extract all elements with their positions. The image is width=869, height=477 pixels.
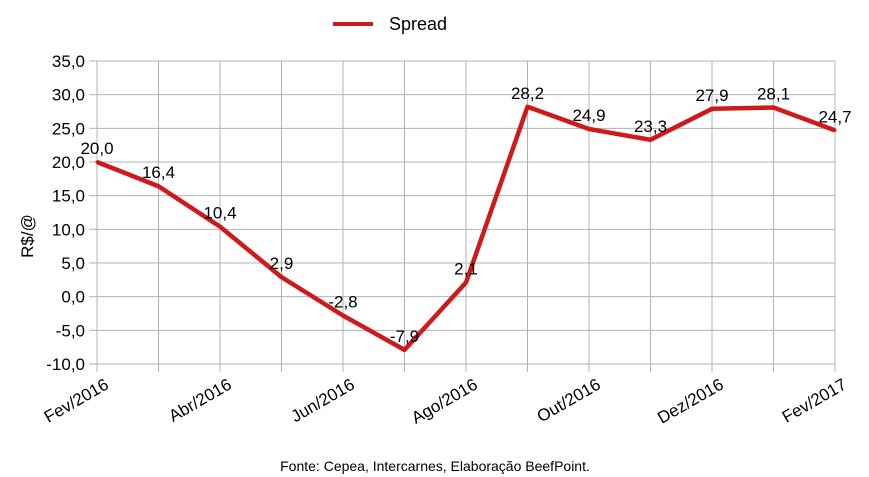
y-tick-label: 20,0 xyxy=(52,153,85,172)
data-label: 23,3 xyxy=(634,117,667,136)
x-tick-label: Fev/2016 xyxy=(41,375,112,427)
x-tick-label: Ago/2016 xyxy=(408,375,481,428)
y-tick-label: 35,0 xyxy=(52,52,85,71)
data-label: 24,9 xyxy=(572,106,605,125)
y-tick-label: 0,0 xyxy=(61,288,85,307)
y-tick-label: 30,0 xyxy=(52,86,85,105)
x-tick-labels: Fev/2016 Abr/2016 Jun/2016 Ago/2016 Out/2016… xyxy=(41,375,850,428)
y-tick-label: -10,0 xyxy=(46,355,85,374)
data-point xyxy=(587,127,591,131)
data-point xyxy=(157,184,160,188)
legend: Spread xyxy=(333,14,447,34)
data-label: 28,2 xyxy=(511,84,544,103)
data-label: 2,1 xyxy=(454,260,478,279)
x-tick-label: Out/2016 xyxy=(534,375,604,426)
data-point xyxy=(464,281,468,285)
y-tick-label: -5,0 xyxy=(56,321,85,340)
axes xyxy=(96,61,835,365)
data-label: -7,9 xyxy=(390,327,419,346)
data-label: 28,1 xyxy=(757,84,790,103)
source-note: Fonte: Cepea, Intercarnes, Elaboração Be… xyxy=(280,458,590,474)
series-spread xyxy=(95,104,837,353)
data-point xyxy=(218,225,222,229)
y-tick-label: 10,0 xyxy=(52,220,85,239)
data-label: -2,8 xyxy=(328,293,357,312)
y-axis-title: R$/@ xyxy=(18,214,37,258)
data-point xyxy=(95,160,99,164)
legend-label-spread: Spread xyxy=(389,14,447,34)
data-label: 16,4 xyxy=(142,163,175,182)
data-labels: 20,0 16,4 10,4 2,9 -2,8 -7,9 2,1 28,2 24,9 23,3 27… xyxy=(80,84,851,346)
data-point xyxy=(710,107,714,111)
data-label: 27,9 xyxy=(695,86,728,105)
y-tick-label: 5,0 xyxy=(61,254,85,273)
data-label: 24,7 xyxy=(818,107,851,126)
data-label: 20,0 xyxy=(80,139,113,158)
data-point xyxy=(280,275,283,279)
data-point xyxy=(649,138,652,142)
x-tick-label: Abr/2016 xyxy=(166,375,235,426)
data-point xyxy=(526,105,529,109)
data-label: 2,9 xyxy=(270,254,294,273)
x-tick-label: Jun/2016 xyxy=(288,375,358,426)
x-tick-label: Fev/2017 xyxy=(779,375,850,427)
data-point xyxy=(833,128,837,132)
y-tick-label: 25,0 xyxy=(52,119,85,138)
data-point xyxy=(403,348,406,352)
data-point xyxy=(772,105,775,109)
data-point xyxy=(341,314,345,318)
y-tick-label: 15,0 xyxy=(52,187,85,206)
x-tick-label: Dez/2016 xyxy=(654,375,727,428)
data-label: 10,4 xyxy=(203,204,236,223)
y-tick-labels: 35,0 30,0 25,0 20,0 15,0 10,0 5,0 0,0 -5,0 -10,0 xyxy=(46,52,85,374)
